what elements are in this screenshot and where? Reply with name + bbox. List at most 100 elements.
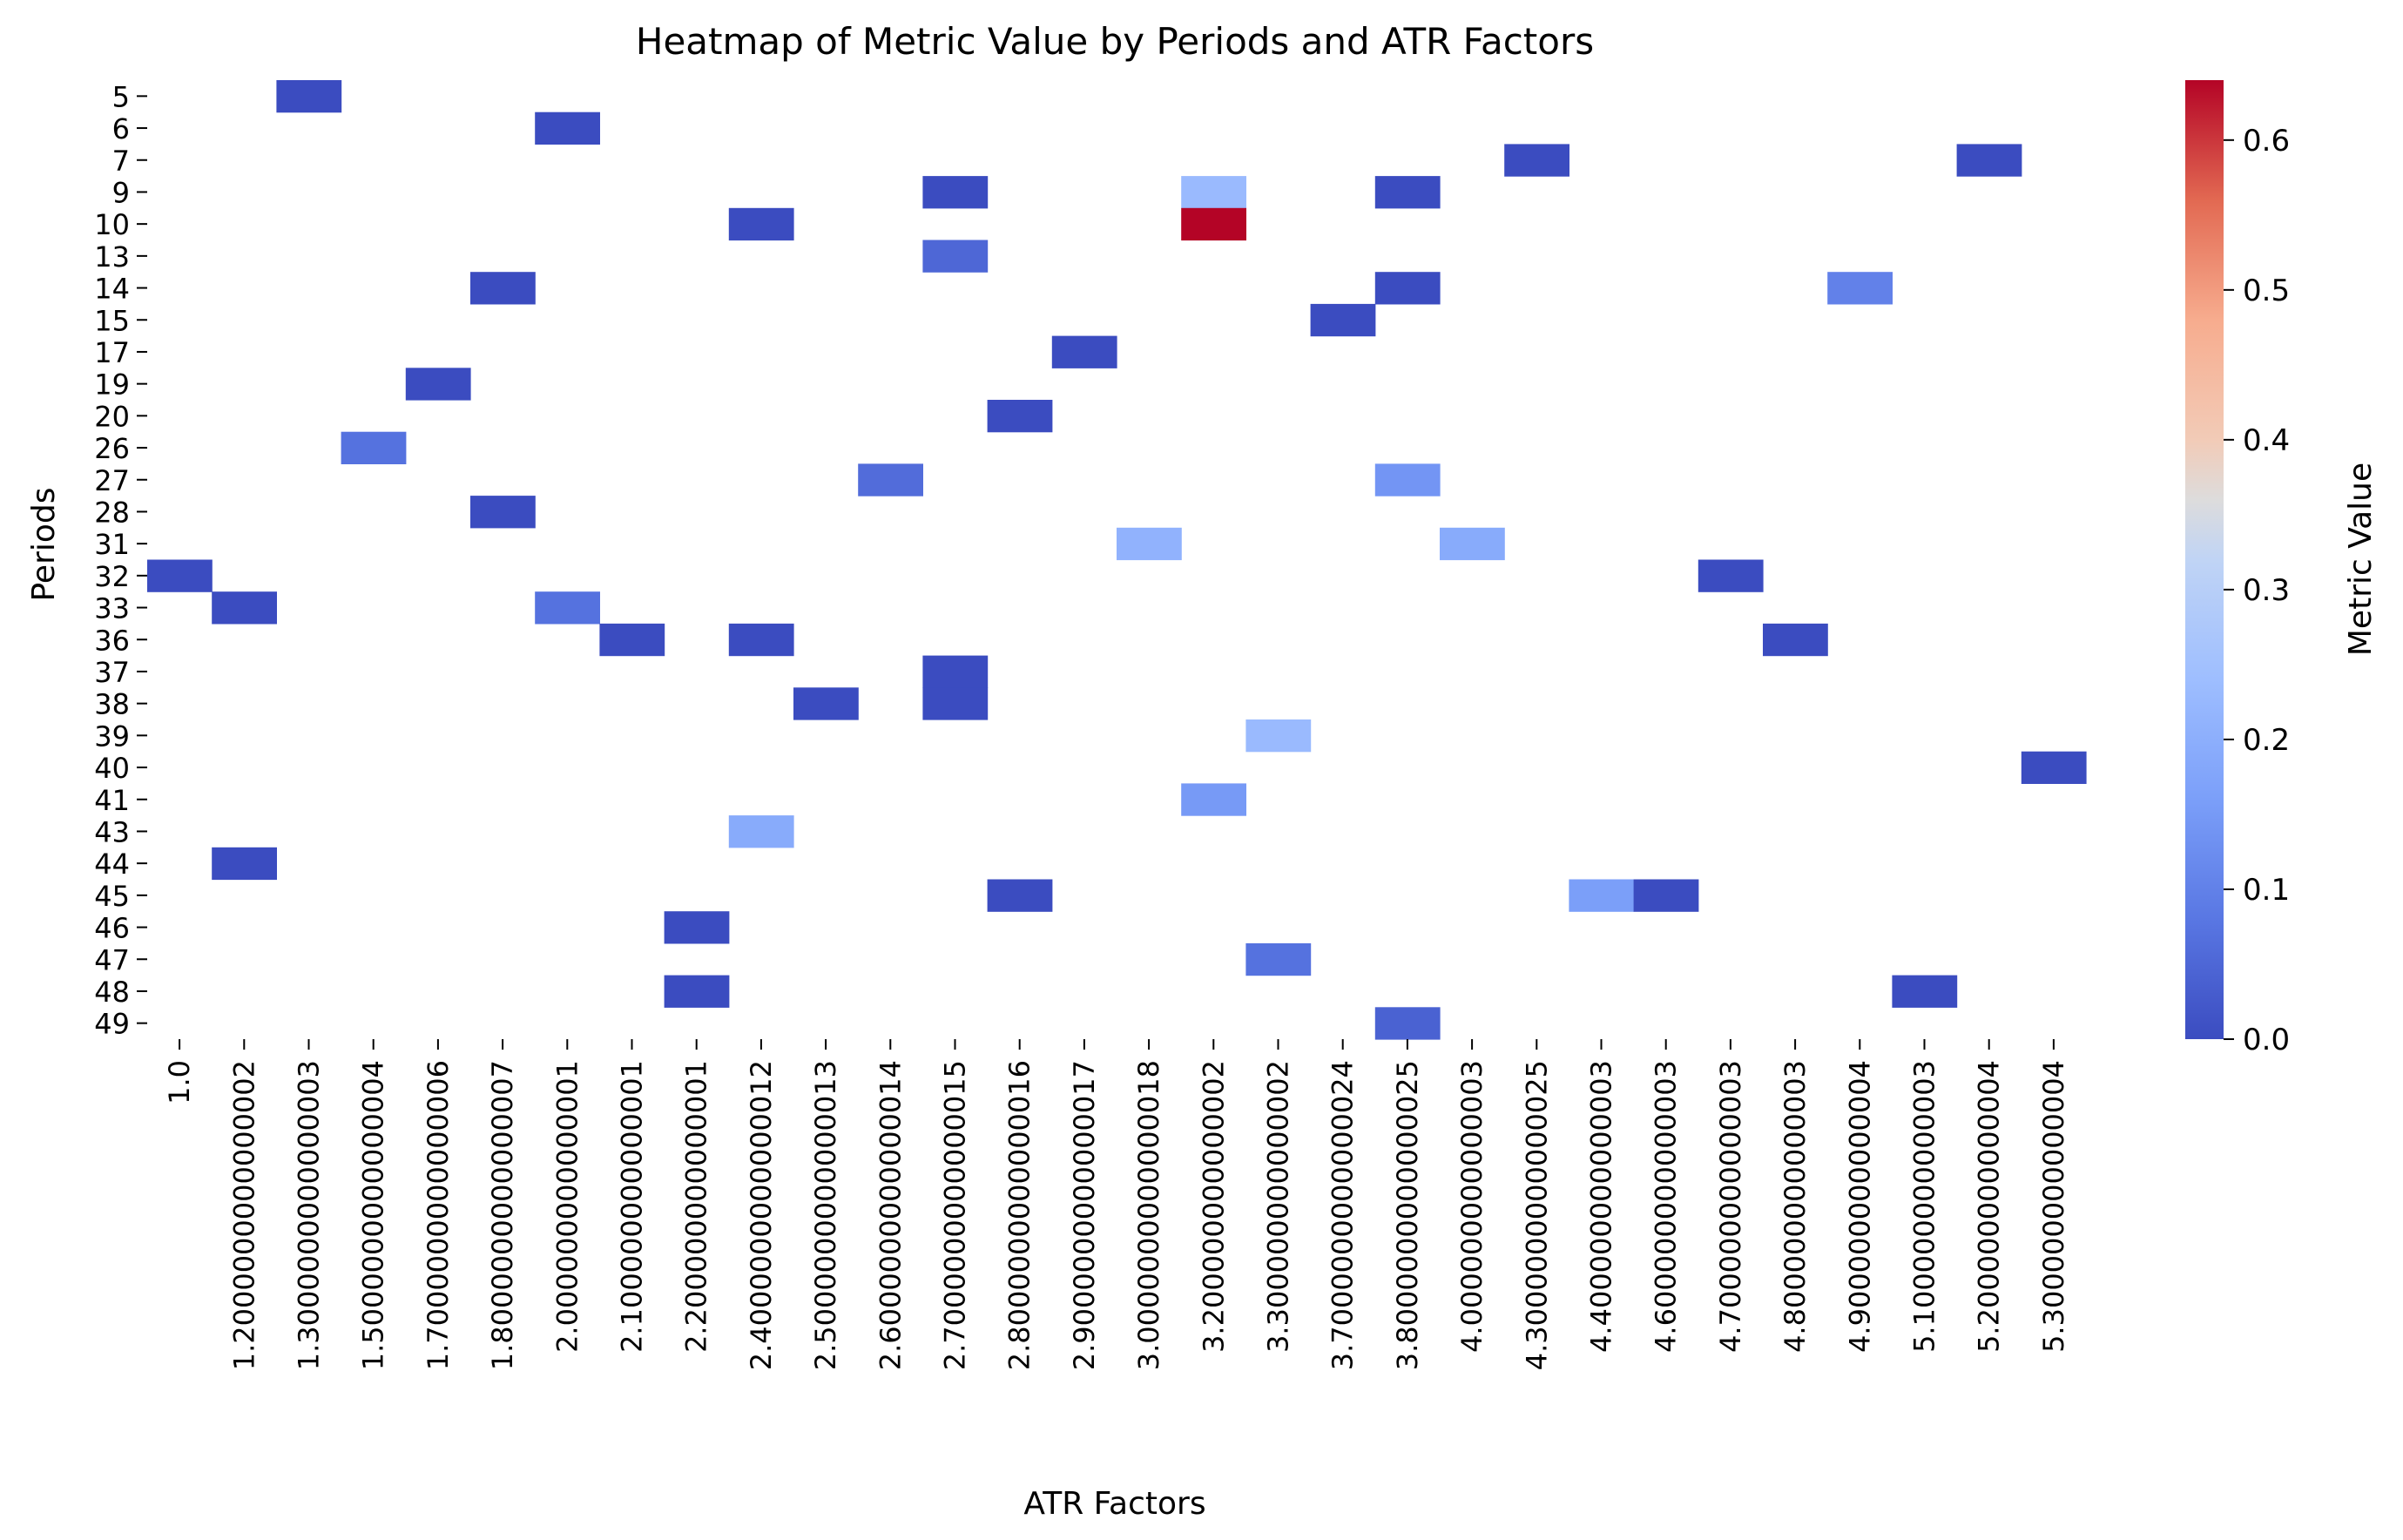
y-tick-label: 31: [94, 528, 130, 561]
heatmap-cell: [1633, 879, 1699, 912]
y-tick-label: 14: [94, 273, 130, 306]
y-tick-label: 6: [112, 112, 130, 145]
colorbar-tick-label: 0.3: [2243, 573, 2290, 608]
heatmap-cell: [922, 240, 989, 273]
heatmap-cell: [1245, 719, 1312, 753]
x-tick-label: 2.4000000000000012: [745, 1060, 778, 1370]
heatmap-cell: [276, 80, 342, 113]
y-tick-label: 27: [94, 464, 130, 497]
heatmap-cell: [728, 207, 794, 241]
x-tick-label: 2.5000000000000013: [809, 1060, 842, 1370]
x-tick-label: 1.7000000000000006: [422, 1060, 455, 1370]
heatmap-cell: [1374, 176, 1441, 209]
y-tick-label: 32: [94, 560, 130, 593]
y-tick-label: 13: [94, 240, 130, 274]
x-tick-label: 3.200000000000002: [1197, 1060, 1230, 1353]
heatmap-cell: [728, 815, 794, 848]
heatmap-cell: [1763, 623, 1828, 657]
y-tick-label: 44: [94, 848, 130, 881]
x-axis-ticks: 1.0 1.2000000000000002 1.3000000000000003 1…: [163, 1039, 2070, 1370]
x-tick-label: 2.200000000000001: [680, 1060, 713, 1353]
x-tick-label: 2.6000000000000014: [874, 1060, 907, 1370]
y-tick-label: 41: [94, 784, 130, 817]
y-tick-label: 33: [94, 592, 130, 625]
x-tick-label: 5.200000000000004: [1973, 1060, 2006, 1353]
heatmap-cell: [987, 879, 1053, 912]
x-tick-label: 1.0: [163, 1060, 196, 1104]
x-tick-label: 4.700000000000003: [1714, 1060, 1747, 1353]
x-tick-label: 3.8000000000000025: [1391, 1060, 1424, 1370]
heatmap-cell: [728, 623, 794, 657]
y-tick-label: 40: [94, 752, 130, 785]
x-tick-label: 5.300000000000004: [2037, 1060, 2070, 1353]
heatmap-cell: [793, 687, 859, 720]
heatmap-cells: [147, 80, 2087, 1040]
y-tick-label: 20: [94, 400, 130, 433]
heatmap-cell: [1504, 144, 1569, 177]
heatmap-cell: [535, 111, 600, 145]
heatmap-cell: [1827, 272, 1893, 305]
heatmap-cell: [1698, 559, 1764, 592]
y-tick-label: 39: [94, 719, 130, 753]
y-tick-label: 9: [112, 176, 130, 209]
y-tick-label: 15: [94, 304, 130, 337]
heatmap-cell: [1440, 527, 1505, 561]
y-tick-label: 17: [94, 336, 130, 369]
y-tick-label: 38: [94, 688, 130, 721]
x-tick-label: 4.000000000000003: [1455, 1060, 1488, 1353]
y-tick-label: 36: [94, 624, 130, 657]
heatmap-cell: [1245, 942, 1312, 976]
x-tick-label: 2.000000000000001: [550, 1060, 584, 1353]
heatmap-cell: [1569, 879, 1635, 912]
heatmap-cell: [2021, 751, 2087, 784]
x-tick-label: 1.8000000000000007: [486, 1060, 519, 1370]
x-tick-label: 4.3000000000000025: [1520, 1060, 1553, 1370]
y-tick-label: 45: [94, 880, 130, 913]
colorbar-label: Metric Value: [2343, 463, 2379, 656]
heatmap-cell: [470, 496, 536, 529]
heatmap-cell: [922, 655, 989, 688]
heatmap-cell: [1310, 303, 1376, 337]
x-tick-label: 4.600000000000003: [1650, 1060, 1683, 1353]
x-tick-label: 3.0000000000000018: [1132, 1060, 1165, 1370]
y-tick-label: 28: [94, 496, 130, 529]
heatmap-cell: [1051, 335, 1117, 368]
heatmap-cell: [212, 847, 277, 881]
heatmap-cell: [858, 463, 923, 496]
heatmap-cell: [341, 431, 407, 464]
x-tick-label: 3.300000000000002: [1262, 1060, 1295, 1353]
heatmap-cell: [599, 623, 665, 657]
colorbar-tick-label: 0.2: [2243, 723, 2290, 758]
x-tick-label: 2.8000000000000016: [1003, 1060, 1036, 1370]
y-tick-label: 10: [94, 208, 130, 241]
heatmap-cell: [535, 591, 600, 625]
heatmap-cell: [922, 176, 989, 209]
heatmap-cell: [664, 975, 730, 1008]
colorbar-tick-label: 0.4: [2243, 423, 2290, 458]
heatmap-cell: [987, 400, 1053, 433]
heatmap-cell: [664, 911, 730, 944]
colorbar: [2185, 80, 2224, 1039]
colorbar-ticks: 0.0 0.1 0.2 0.3 0.4 0.5 0.6: [2224, 124, 2290, 1057]
heatmap-cell: [1181, 207, 1246, 241]
heatmap-cell: [212, 591, 277, 625]
colorbar-tick-label: 0.6: [2243, 124, 2290, 159]
y-tick-label: 49: [94, 1008, 130, 1041]
y-tick-label: 37: [94, 656, 130, 689]
x-tick-label: 4.400000000000003: [1585, 1060, 1618, 1353]
y-tick-label: 26: [94, 432, 130, 465]
y-tick-label: 47: [94, 943, 130, 976]
heatmap-cell: [470, 272, 536, 305]
heatmap-cell: [1374, 463, 1441, 496]
heatmap-cell: [1892, 975, 1958, 1008]
x-tick-label: 4.900000000000004: [1843, 1060, 1876, 1353]
heatmap-cell: [1181, 176, 1246, 209]
heatmap-cell: [405, 368, 471, 401]
x-tick-label: 1.3000000000000003: [293, 1060, 326, 1370]
colorbar-tick-label: 0.0: [2243, 1023, 2290, 1057]
heatmap-cell: [1374, 272, 1441, 305]
y-axis-label: Periods: [26, 487, 62, 601]
x-tick-label: 4.800000000000003: [1779, 1060, 1812, 1353]
heatmap-cell: [1181, 783, 1246, 816]
